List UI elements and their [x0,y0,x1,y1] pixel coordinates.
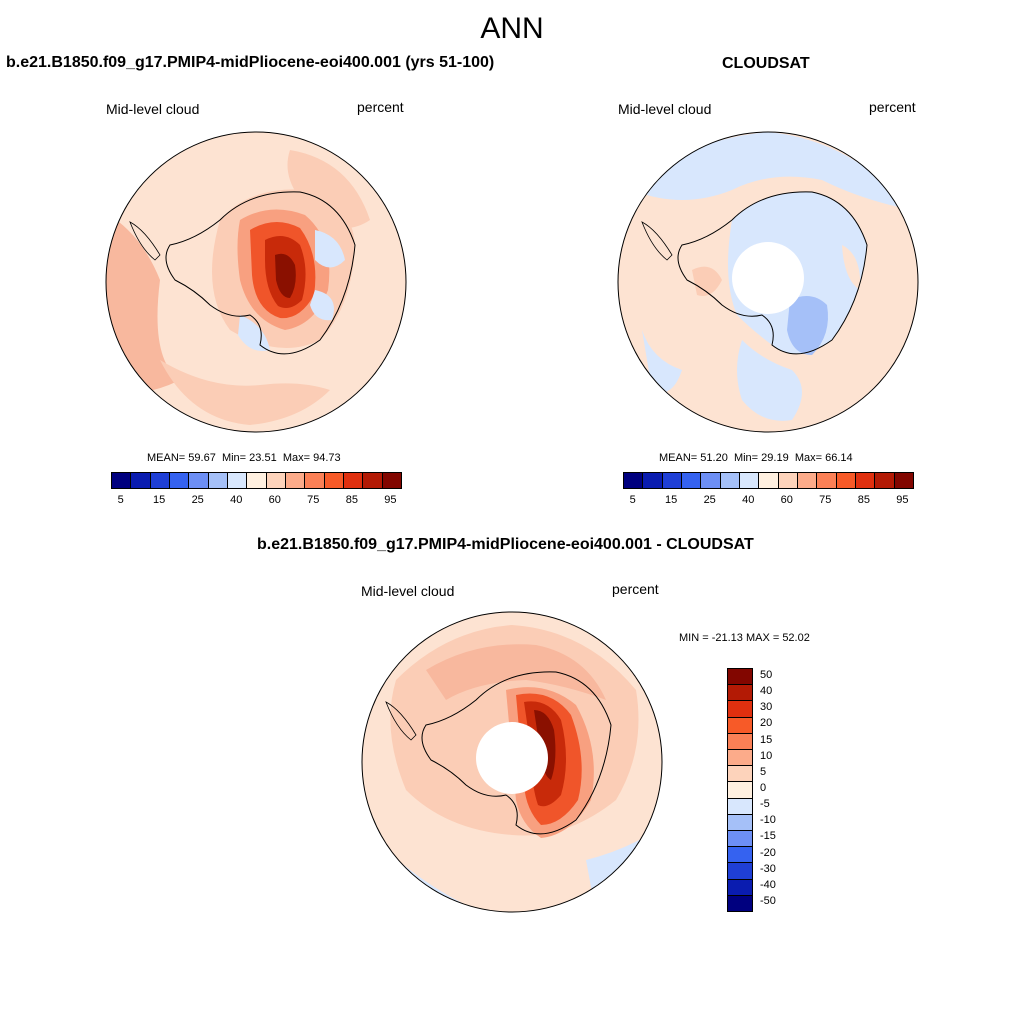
panel-2-units: percent [869,99,916,115]
colorbar-swatch [324,473,344,488]
panel-1-title: b.e21.B1850.f09_g17.PMIP4-midPliocene-eo… [6,54,495,71]
panel-1-colorbar [111,472,402,489]
colorbar-swatch [681,473,702,488]
colorbar-swatch [343,473,364,488]
colorbar-swatch [728,847,752,864]
colorbar-tick-label: 40 [742,494,755,506]
colorbar-tick-label: 40 [230,494,243,506]
colorbar-swatch [728,798,752,815]
colorbar-tick-label: -30 [760,862,776,875]
colorbar-tick-label: 25 [703,494,716,506]
colorbar-tick-label: 0 [760,782,767,794]
panel-1-colorbar-ticks: 5 15 25 40 60 75 85 95 [111,494,400,508]
panel-3-title: b.e21.B1850.f09_g17.PMIP4-midPliocene-eo… [257,536,754,553]
colorbar-swatch [836,473,856,488]
colorbar-tick-label: 5 [760,765,767,778]
colorbar-swatch [285,473,306,488]
colorbar-swatch [855,473,876,488]
panel-2-stats: MEAN= 51.20 Min= 29.19 Max= 66.14 [659,452,853,464]
colorbar-swatch [875,473,895,488]
colorbar-swatch [728,701,752,718]
colorbar-tick-label: 15 [153,494,166,506]
colorbar-swatch [208,473,228,488]
colorbar-swatch [728,733,752,751]
panel-3-colorbar-ticks: 50 40 30 20 15 10 5 0 -5 -10 -15 -20 -30 -40 -50 [760,668,800,910]
colorbar-swatch [624,473,644,488]
colorbar-tick-label: -40 [760,878,776,891]
colorbar-swatch [728,669,752,686]
colorbar-tick-label: 85 [857,494,870,506]
colorbar-swatch [112,473,132,488]
panel-3-variable: Mid-level cloud [361,583,455,599]
colorbar-swatch [728,831,752,848]
figure-title: ANN [480,12,544,45]
colorbar-swatch [728,863,752,880]
colorbar-tick-label: 95 [896,494,909,506]
colorbar-tick-label: -10 [760,814,776,827]
colorbar-swatch [728,782,752,799]
colorbar-tick-label: 15 [760,733,773,746]
colorbar-swatch [894,473,913,488]
colorbar-tick-label: -20 [760,846,776,859]
panel-3-units: percent [612,581,659,597]
colorbar-swatch [778,473,798,488]
colorbar-swatch [728,685,752,702]
colorbar-swatch [720,473,740,488]
panel-1-variable: Mid-level cloud [106,101,200,117]
colorbar-swatch [797,473,818,488]
colorbar-swatch [363,473,383,488]
colorbar-swatch [662,473,682,488]
panel-2-colorbar-ticks: 5 15 25 40 60 75 85 95 [623,494,912,508]
colorbar-tick-label: 10 [760,749,773,762]
colorbar-tick-label: 85 [345,494,358,506]
colorbar-swatch [728,717,752,734]
colorbar-swatch [150,473,170,488]
panel-3-minmax: MIN = -21.13 MAX = 52.02 [679,632,810,644]
colorbar-swatch [728,895,752,912]
colorbar-tick-label: 75 [307,494,320,506]
colorbar-tick-label: 20 [760,717,773,730]
colorbar-swatch [305,473,325,488]
panel-1-polar-map [105,131,407,433]
colorbar-swatch [131,473,151,488]
colorbar-tick-label: 75 [819,494,832,506]
panel-1-units: percent [357,99,404,115]
colorbar-swatch [247,473,267,488]
panel-1-stats: MEAN= 59.67 Min= 23.51 Max= 94.73 [147,452,341,464]
colorbar-swatch [169,473,190,488]
colorbar-tick-label: 30 [760,701,773,714]
colorbar-swatch [701,473,721,488]
colorbar-swatch [227,473,248,488]
colorbar-tick-label: 25 [191,494,204,506]
colorbar-swatch [759,473,779,488]
panel-2-polar-map [617,131,919,433]
colorbar-swatch [728,879,752,896]
panel-2-title: CLOUDSAT [722,55,810,72]
colorbar-swatch [817,473,837,488]
panel-3-colorbar [727,668,753,912]
colorbar-swatch [266,473,286,488]
colorbar-tick-label: 60 [268,494,281,506]
colorbar-swatch [728,814,752,832]
colorbar-tick-label: -5 [760,798,770,811]
colorbar-tick-label: -15 [760,830,776,843]
colorbar-tick-label: 15 [665,494,678,506]
panel-2-colorbar [623,472,914,489]
colorbar-tick-label: 5 [629,494,636,506]
panel-3-polar-map [361,611,663,913]
panel-2-variable: Mid-level cloud [618,101,712,117]
colorbar-swatch [382,473,401,488]
colorbar-swatch [728,750,752,767]
colorbar-swatch [643,473,663,488]
colorbar-tick-label: 50 [760,669,773,682]
colorbar-swatch [189,473,209,488]
colorbar-tick-label: 40 [760,685,773,698]
colorbar-tick-label: 5 [117,494,124,506]
colorbar-swatch [739,473,760,488]
colorbar-tick-label: 60 [780,494,793,506]
colorbar-tick-label: 95 [384,494,397,506]
colorbar-swatch [728,766,752,783]
colorbar-tick-label: -50 [760,894,776,907]
